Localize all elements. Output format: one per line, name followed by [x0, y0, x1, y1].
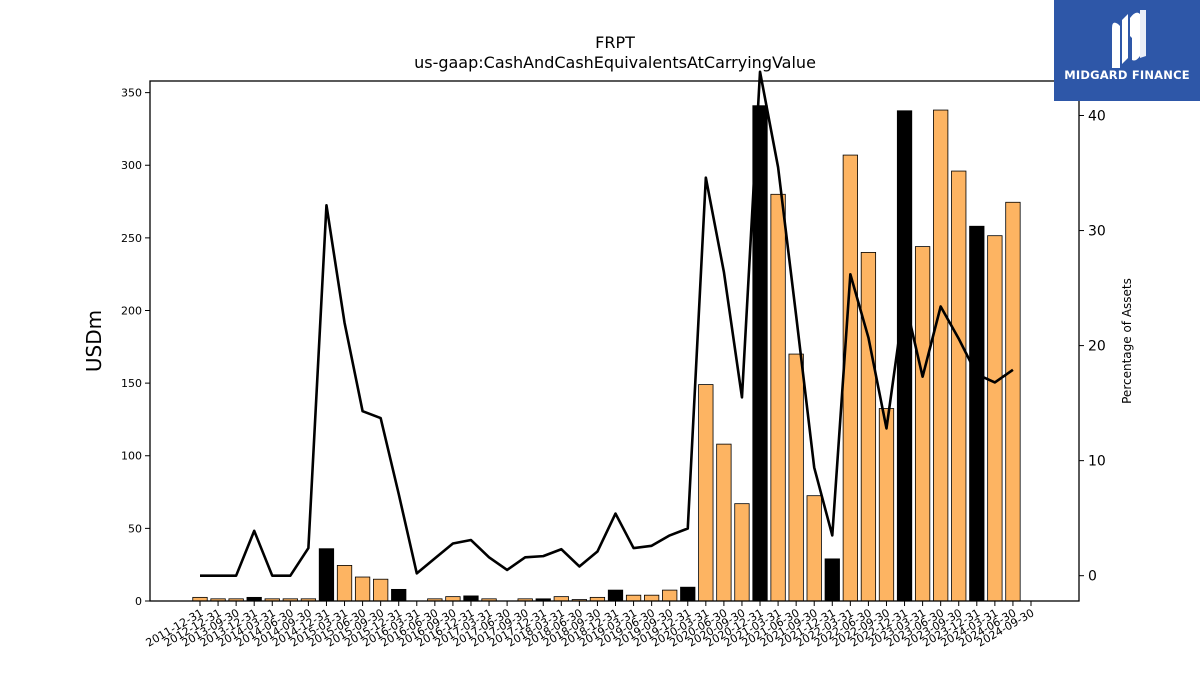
bar	[463, 595, 479, 602]
y-tick-label: 150	[121, 377, 142, 390]
bar	[391, 588, 407, 602]
bar	[788, 353, 804, 602]
midgard-finance-logo: MIDGARD FINANCE	[1054, 0, 1200, 101]
bar	[680, 586, 696, 602]
y2-tick-label: 40	[1088, 109, 1106, 125]
bar	[1005, 201, 1021, 602]
bar	[896, 110, 913, 602]
bar	[914, 246, 931, 602]
y-tick-label: 350	[121, 87, 142, 100]
chart-subtitle: us-gaap:CashAndCashEquivalentsAtCarrying…	[414, 53, 816, 72]
bar	[625, 594, 642, 602]
bar	[969, 225, 985, 602]
bar	[607, 589, 624, 602]
bar-series	[192, 105, 1021, 602]
bar	[716, 443, 732, 602]
line-series	[200, 70, 1014, 577]
x-axis: 2011-12-312012-12-312013-09-302013-12-31…	[144, 601, 1037, 650]
y2-tick-label: 0	[1088, 569, 1097, 585]
bar	[553, 596, 569, 602]
bar	[878, 408, 895, 602]
y-tick-label: 100	[121, 450, 142, 463]
bar	[644, 594, 660, 602]
y-tick-label: 200	[121, 304, 142, 317]
bar	[951, 170, 967, 602]
y-tick-label: 300	[121, 159, 142, 172]
bar	[933, 109, 949, 602]
y-tick-label: 0	[135, 595, 142, 608]
bar	[373, 578, 389, 602]
y-axis-left: 0 50 100 150 200 250 300 350	[121, 87, 150, 608]
y2-axis-label: Percentage of Assets	[1120, 278, 1134, 404]
bar	[336, 565, 353, 602]
bar	[824, 558, 840, 602]
bar	[806, 495, 822, 602]
y-axis-right: 0 10 20 30 40	[1079, 109, 1106, 585]
bar	[662, 589, 678, 602]
y2-tick-label: 20	[1088, 339, 1106, 355]
bar	[860, 251, 877, 602]
y2-tick-label: 30	[1088, 224, 1106, 240]
midgard-logo-icon	[1112, 10, 1146, 69]
bar	[318, 548, 335, 602]
y-tick-label: 250	[121, 232, 142, 245]
bar	[987, 235, 1003, 602]
bar	[842, 154, 858, 602]
plot-frame	[149, 80, 1080, 602]
line-path	[200, 70, 1014, 577]
y-tick-label: 50	[128, 522, 142, 535]
chart-title: FRPT	[595, 33, 635, 52]
bar	[445, 596, 461, 602]
logo-text: MIDGARD FINANCE	[1064, 68, 1190, 82]
bar	[770, 193, 786, 602]
y-axis-label: USDm	[82, 310, 106, 372]
bar	[698, 384, 714, 602]
bar	[734, 503, 750, 602]
bar	[354, 576, 371, 602]
y2-tick-label: 10	[1088, 454, 1106, 470]
